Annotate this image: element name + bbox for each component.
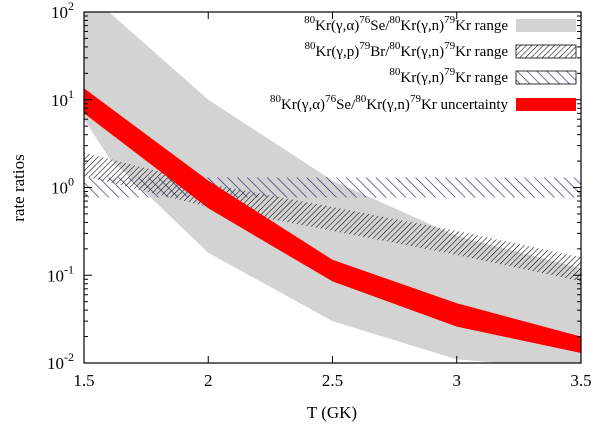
x-tick-label: 1.5 — [73, 371, 94, 390]
legend-label-3: 80Kr(γ,n)79Kr range — [389, 66, 508, 86]
legend-label-2: 80Kr(γ,p)79Br/80Kr(γ,n)79Kr range — [305, 40, 509, 60]
y-tick-label: 101 — [51, 87, 74, 110]
x-tick-label: 3 — [453, 371, 462, 390]
band-series-4 — [84, 88, 581, 354]
legend-label-4: 80Kr(γ,α)76Se/80Kr(γ,n)79Kr uncertainty — [270, 93, 508, 113]
legend: 80Kr(γ,α)76Se/80Kr(γ,n)79Kr range 80Kr(γ,… — [270, 14, 577, 113]
data-bands — [84, 12, 581, 363]
x-axis-label: T (GK) — [307, 403, 357, 422]
x-tick-label: 3.5 — [570, 371, 591, 390]
legend-swatch-3 — [515, 70, 577, 85]
legend-swatch-4 — [516, 98, 576, 111]
y-tick-label: 10-1 — [47, 262, 74, 285]
legend-label-1: 80Kr(γ,α)76Se/80Kr(γ,n)79Kr range — [304, 14, 508, 34]
band-series-3 — [84, 177, 581, 198]
legend-swatch-2 — [515, 44, 577, 59]
y-tick-label: 10-2 — [47, 350, 74, 373]
y-tick-label: 100 — [51, 175, 74, 198]
x-tick-label: 2.5 — [322, 371, 343, 390]
x-tick-label: 2 — [204, 371, 213, 390]
y-tick-label: 102 — [51, 0, 74, 22]
axis-ticks: 1.5 2 2.5 3 3.5 10-2 10-1 100 101 102 — [47, 0, 592, 390]
legend-swatch-1 — [516, 19, 576, 32]
y-axis-label: rate ratios — [9, 154, 28, 222]
